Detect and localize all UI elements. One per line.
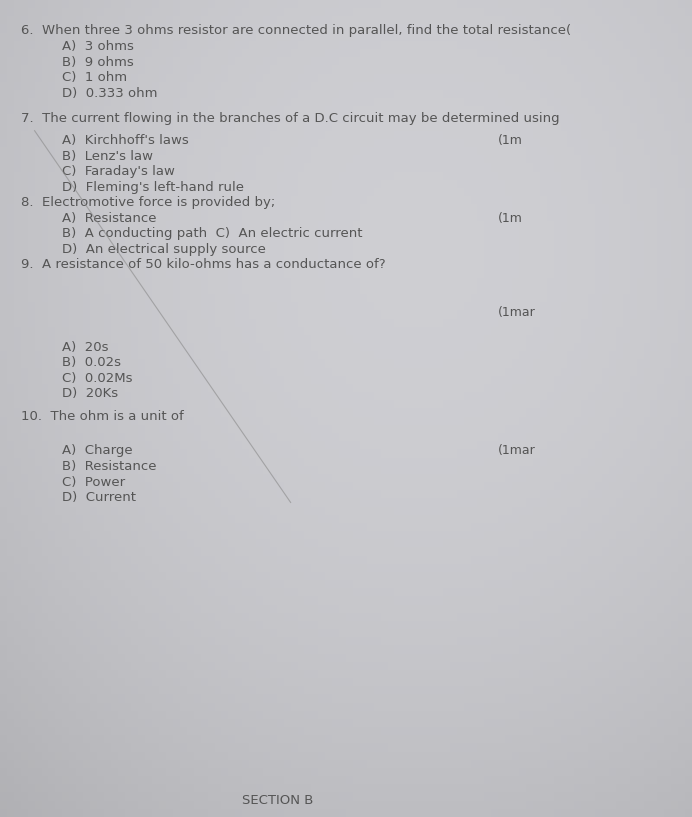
Text: 6.  When three 3 ohms resistor are connected in parallel, find the total resista: 6. When three 3 ohms resistor are connec… — [21, 24, 571, 37]
Text: 9.  A resistance of 50 kilo-ohms has a conductance of?: 9. A resistance of 50 kilo-ohms has a co… — [21, 258, 385, 271]
Text: A)  20s: A) 20s — [62, 341, 109, 354]
Text: (1mar: (1mar — [498, 306, 536, 319]
Text: SECTION B: SECTION B — [242, 794, 313, 807]
Text: A)  Charge: A) Charge — [62, 444, 133, 458]
Text: D)  0.333 ohm: D) 0.333 ohm — [62, 87, 158, 100]
Text: B)  Lenz's law: B) Lenz's law — [62, 150, 154, 163]
Text: (1m: (1m — [498, 134, 523, 147]
Text: 7.  The current flowing in the branches of a D.C circuit may be determined using: 7. The current flowing in the branches o… — [21, 112, 559, 125]
Text: C)  Power: C) Power — [62, 475, 125, 489]
Text: A)  Kirchhoff's laws: A) Kirchhoff's laws — [62, 134, 189, 147]
Text: (1m: (1m — [498, 212, 523, 225]
Text: D)  20Ks: D) 20Ks — [62, 387, 118, 400]
Text: D)  An electrical supply source: D) An electrical supply source — [62, 243, 266, 256]
Text: B)  9 ohms: B) 9 ohms — [62, 56, 134, 69]
Text: A)  Resistance: A) Resistance — [62, 212, 157, 225]
Text: C)  0.02Ms: C) 0.02Ms — [62, 372, 133, 385]
Text: C)  1 ohm: C) 1 ohm — [62, 71, 127, 84]
Text: (1mar: (1mar — [498, 444, 536, 458]
Text: B)  0.02s: B) 0.02s — [62, 356, 121, 369]
Text: C)  Faraday's law: C) Faraday's law — [62, 165, 175, 178]
Text: B)  Resistance: B) Resistance — [62, 460, 157, 473]
Text: 10.  The ohm is a unit of: 10. The ohm is a unit of — [21, 410, 183, 423]
Text: D)  Current: D) Current — [62, 491, 136, 504]
Text: D)  Fleming's left-hand rule: D) Fleming's left-hand rule — [62, 181, 244, 194]
Text: 8.  Electromotive force is provided by;: 8. Electromotive force is provided by; — [21, 196, 275, 209]
Text: A)  3 ohms: A) 3 ohms — [62, 40, 134, 53]
Text: B)  A conducting path  C)  An electric current: B) A conducting path C) An electric curr… — [62, 227, 363, 240]
